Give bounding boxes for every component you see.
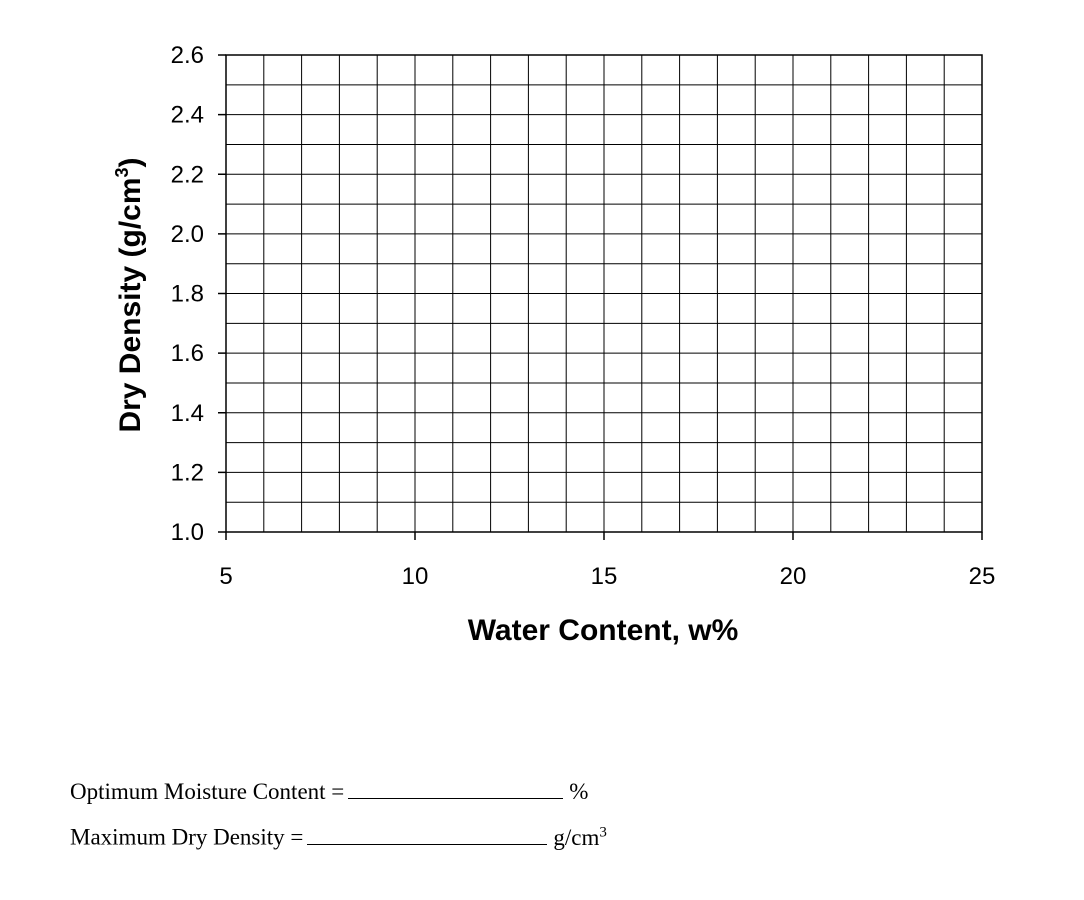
y-tick-label: 1.4 [171,400,204,427]
y-axis-title-suffix: ) [114,157,147,167]
y-tick-label: 2.6 [171,42,204,69]
optimum-moisture-content-unit: % [569,779,589,804]
maximum-dry-density-blank[interactable] [307,822,548,845]
maximum-dry-density-unit-superscript: 3 [599,824,607,840]
y-axis-title-main: Dry Density (g/cm [114,177,147,432]
results-section: Optimum Moisture Content =% Maximum Dry … [70,772,607,852]
chart-axes [218,54,983,540]
y-tick-label: 2.0 [171,221,204,248]
maximum-dry-density-unit: g/cm3 [553,824,607,850]
y-tick-label: 1.2 [171,459,204,486]
maximum-dry-density-unit-base: g/cm [553,824,600,850]
x-tick-label: 15 [591,563,618,590]
maximum-dry-density-label: Maximum Dry Density = [70,824,304,850]
x-axis-title: Water Content, w% [468,614,739,647]
x-tick-label: 10 [402,563,429,590]
y-axis-title: Dry Density (g/cm3) [112,157,147,432]
optimum-moisture-content-line: Optimum Moisture Content =% [70,772,607,812]
x-tick-label: 25 [969,563,996,590]
x-tick-label: 20 [780,563,807,590]
maximum-dry-density-line: Maximum Dry Density = g/cm3 [70,812,607,852]
y-tick-label: 2.4 [171,102,204,129]
y-tick-label: 1.0 [171,519,204,546]
x-tick-label: 5 [219,563,232,590]
optimum-moisture-content-blank[interactable] [348,776,564,799]
y-tick-label: 1.8 [171,281,204,308]
y-axis-title-superscript: 3 [112,167,132,177]
y-tick-labels: 1.0 1.2 1.4 1.6 1.8 2.0 2.2 2.4 2.6 [171,42,204,546]
optimum-moisture-content-label: Optimum Moisture Content = [70,779,345,804]
y-tick-label: 2.2 [171,161,204,188]
dry-density-chart: 1.0 1.2 1.4 1.6 1.8 2.0 2.2 2.4 2.6 5 10 15 20 25 Wa… [112,42,995,647]
y-tick-label: 1.6 [171,340,204,367]
chart-grid [225,54,983,533]
x-tick-labels: 5 10 15 20 25 [219,563,995,590]
